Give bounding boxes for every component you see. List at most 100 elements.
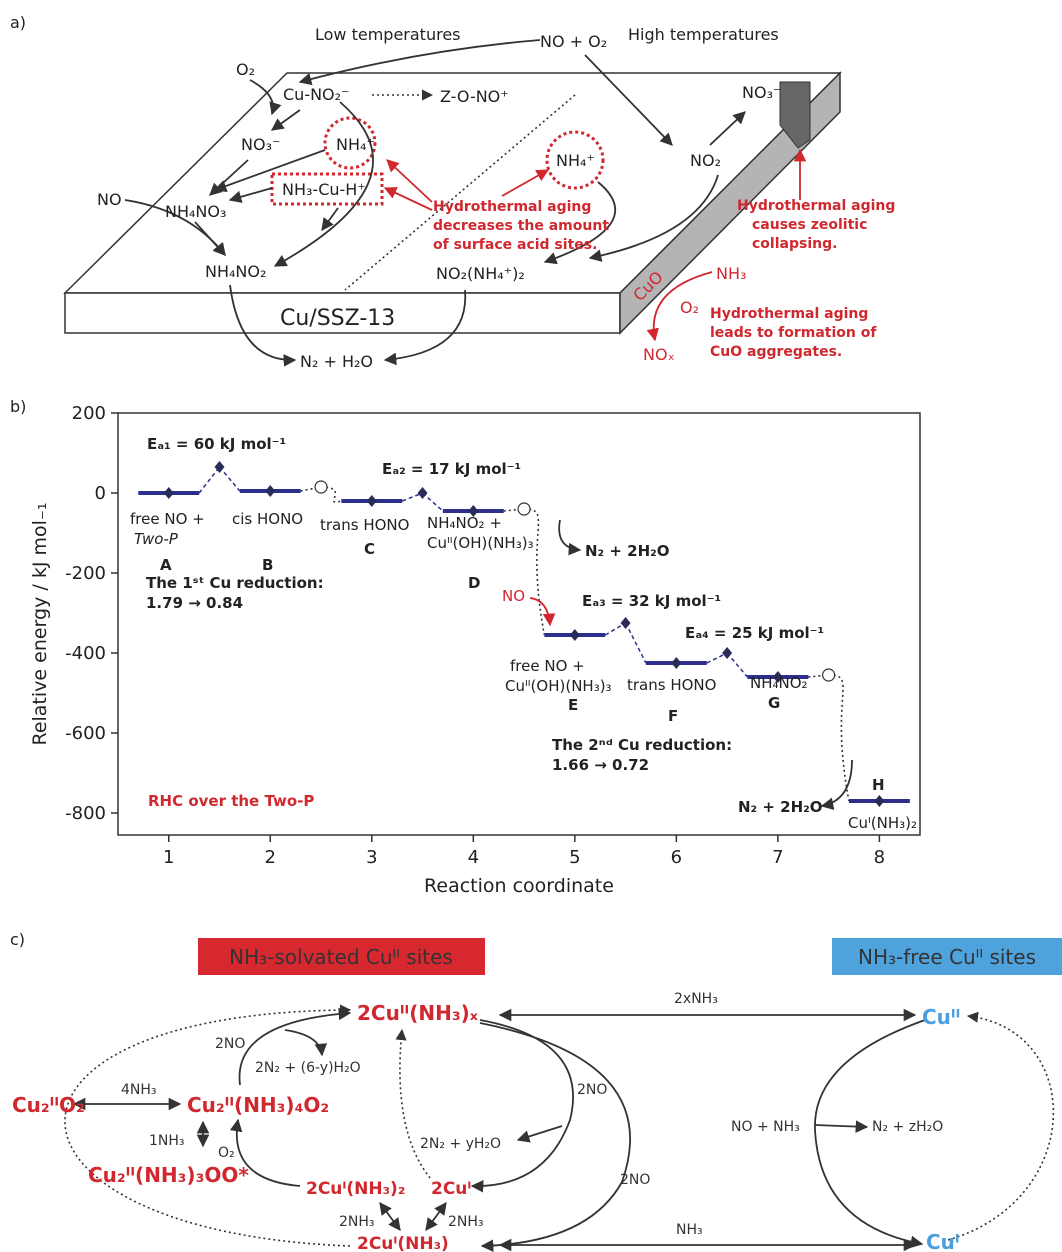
- connector: [604, 622, 626, 636]
- label: 2NO: [620, 1172, 650, 1188]
- x-axis-label: Reaction coordinate: [424, 875, 614, 897]
- label: 2NH₃: [339, 1214, 375, 1230]
- label: O₂: [680, 298, 699, 317]
- annotation: trans HONO: [627, 676, 716, 694]
- label: NO₂: [690, 151, 721, 170]
- label: NH₃-Cu-H⁺: [282, 180, 366, 199]
- label: NH₃: [716, 264, 746, 283]
- label: Cu₂ᴵᴵO₂: [12, 1093, 85, 1117]
- annotation: E: [568, 696, 578, 714]
- label: High temperatures: [628, 25, 779, 44]
- arrows: [124, 39, 807, 367]
- annotation: Two-P: [134, 530, 179, 548]
- label: Hydrothermal aging: [737, 198, 895, 214]
- label: 2Cuᴵ(NH₃): [357, 1234, 449, 1252]
- diamond-point: [772, 671, 783, 683]
- diamond-point: [671, 657, 682, 669]
- y-tick-label: -200: [65, 563, 106, 584]
- slab-side: [619, 71, 841, 335]
- intermediate-point: [314, 480, 328, 494]
- label: 2N₂ + (6-y)H₂O: [255, 1060, 361, 1076]
- label: NH₄NO₃: [165, 202, 226, 221]
- diamond-point: [163, 487, 174, 499]
- label: NOₓ: [643, 345, 675, 364]
- plot-frame: [117, 412, 921, 836]
- annotation: 1.79 → 0.84: [146, 594, 243, 612]
- header-box: [198, 938, 485, 975]
- arrow: [820, 759, 853, 810]
- diamond-point: [214, 461, 225, 473]
- annotation: cis HONO: [232, 510, 303, 528]
- annotation: N₂ + 2H₂O: [585, 542, 669, 560]
- label: O₂: [218, 1145, 235, 1161]
- diamond-point: [569, 629, 580, 641]
- label: causes zeolitic: [752, 217, 867, 233]
- annotation: A: [160, 556, 172, 574]
- label: 1NH₃: [149, 1133, 185, 1149]
- connector: [422, 492, 444, 512]
- x-tick-label: 7: [772, 847, 783, 868]
- y-axis-label: Relative energy / kJ mol₋₁: [29, 502, 51, 745]
- label: 2Cuᴵ(NH₃)₂: [306, 1179, 405, 1199]
- diamond-point: [468, 505, 479, 517]
- diamond-point: [620, 617, 631, 629]
- label: Cu/SSZ-13: [280, 306, 395, 331]
- highlight: [323, 116, 377, 170]
- highlight: [545, 130, 605, 190]
- connector: [524, 508, 546, 636]
- label: decreases the amount: [433, 218, 609, 234]
- label: NH₃: [676, 1222, 703, 1238]
- label: collapsing.: [752, 236, 837, 252]
- highlight: [270, 172, 384, 206]
- label: NO: [97, 190, 122, 209]
- annotation: trans HONO: [320, 516, 409, 534]
- connector: [198, 466, 221, 494]
- label: NO₂(NH₄⁺)₂: [436, 264, 525, 283]
- annotation: Cuᴵᴵ(OH)(NH₃)₃: [427, 534, 534, 552]
- divider: [344, 94, 576, 291]
- label: 2NO: [577, 1082, 607, 1098]
- annotation: Eₐ₂ = 17 kJ mol⁻¹: [382, 460, 521, 478]
- y-tick-label: 0: [95, 483, 106, 504]
- annotation: Cuᴵ(NH₃)₂: [848, 814, 917, 832]
- label: NH₄⁺: [556, 151, 595, 170]
- panel-b: 200 0 -200 -400 -600 -800 1 2 3 4 5 6 7 8 Reaction coo…: [29, 403, 921, 897]
- connector: [706, 652, 728, 664]
- panel-a: Low temperatures NO + O₂ High temperatures…: [63, 25, 895, 371]
- label: Hydrothermal aging: [433, 199, 591, 215]
- annotation: The 2ⁿᵈ Cu reduction:: [552, 736, 732, 754]
- panel-c: NH₃-solvated Cuᴵᴵ sites NH₃-free Cuᴵᴵ sit…: [12, 938, 1062, 1252]
- label: Cuᴵ: [926, 1230, 960, 1252]
- diamond-point: [417, 487, 428, 499]
- collapse-notch: [779, 81, 811, 149]
- label: leads to formation of: [710, 325, 877, 341]
- x-tick-label: 8: [874, 847, 885, 868]
- annotation: NO: [502, 587, 525, 605]
- label: of surface acid sites.: [433, 237, 597, 253]
- label: 2Cuᴵ: [431, 1179, 471, 1199]
- diamond-point: [265, 485, 276, 497]
- label: O₂: [236, 60, 255, 79]
- connector: [218, 466, 241, 492]
- label: Cu₂ᴵᴵ(NH₃)₄O₂: [187, 1093, 329, 1117]
- label: Low temperatures: [315, 25, 461, 44]
- diamond-point: [874, 795, 885, 807]
- y-tick-label: -600: [65, 723, 106, 744]
- label: N₂ + H₂O: [300, 352, 373, 371]
- label: Cu₂ᴵᴵ(NH₃)₃OO*: [88, 1163, 249, 1187]
- x-tick-label: 4: [468, 847, 479, 868]
- annotation: H: [872, 776, 885, 794]
- label: Z-O-NO⁺: [440, 87, 509, 106]
- label: NO + O₂: [540, 32, 607, 51]
- y-tick-label: 200: [72, 403, 106, 424]
- annotation: G: [768, 694, 780, 712]
- label: 2Cuᴵᴵ(NH₃)ₓ: [357, 1001, 479, 1025]
- y-tick-label: -800: [65, 803, 106, 824]
- annotation: D: [468, 574, 480, 592]
- annotation: B: [262, 556, 273, 574]
- label: N₂ + zH₂O: [872, 1119, 943, 1135]
- annotation: Eₐ₁ = 60 kJ mol⁻¹: [147, 435, 286, 453]
- label: 4NH₃: [121, 1082, 157, 1098]
- x-tick-label: 3: [366, 847, 377, 868]
